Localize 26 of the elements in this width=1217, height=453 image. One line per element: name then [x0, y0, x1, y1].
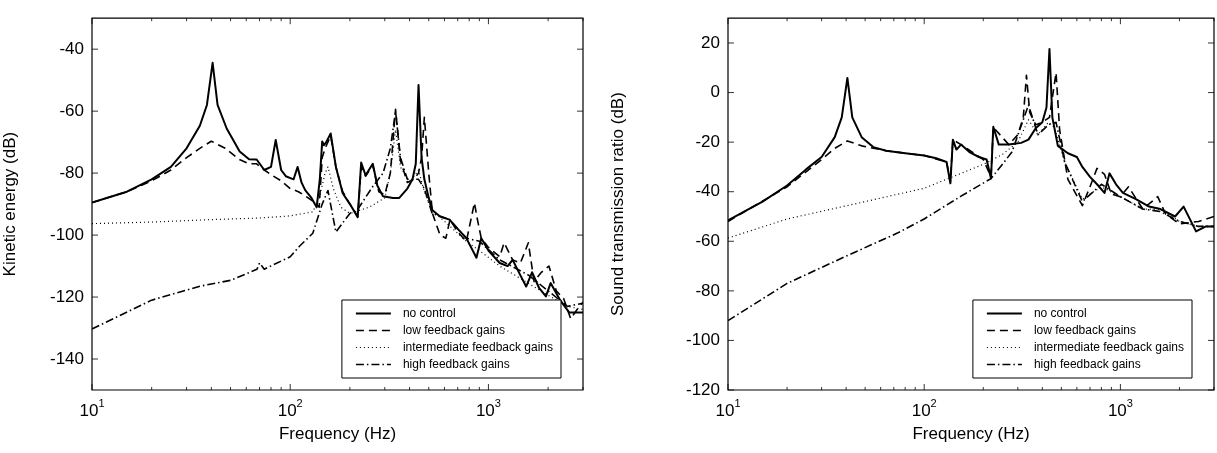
- y-tick-label: -80: [59, 162, 84, 182]
- y-tick-label: 0: [710, 82, 720, 102]
- y-tick-label: -100: [685, 330, 720, 350]
- legend-label: no control: [1033, 305, 1087, 320]
- x-axis-title: Frequency (Hz): [912, 424, 1030, 444]
- y-tick-label: -20: [695, 131, 720, 151]
- legend-label: intermediate feedback gains: [1033, 339, 1184, 354]
- y-tick-label: -120: [685, 379, 720, 399]
- legend-label: low feedback gains: [402, 322, 505, 337]
- y-tick-label: -100: [49, 224, 84, 244]
- legend-label: low feedback gains: [1033, 322, 1136, 337]
- y-tick-label: 20: [701, 32, 720, 52]
- y-tick-label: -140: [49, 348, 84, 368]
- y-tick-label: -120: [49, 286, 84, 306]
- x-axis-title: Frequency (Hz): [278, 424, 397, 444]
- legend-label: no control: [402, 305, 456, 320]
- legend-label: high feedback gains: [402, 356, 510, 371]
- y-tick-label: -40: [695, 181, 720, 201]
- y-tick-label: -80: [695, 280, 720, 300]
- y-axis-title: Sound transmission ratio (dB): [607, 92, 627, 317]
- y-axis-title: Kinetic energy (dB): [0, 131, 19, 277]
- y-tick-label: -60: [59, 100, 84, 120]
- y-tick-label: -60: [695, 230, 720, 250]
- y-tick-label: -40: [59, 38, 84, 58]
- legend-label: high feedback gains: [1033, 356, 1141, 371]
- legend-label: intermediate feedback gains: [402, 339, 553, 354]
